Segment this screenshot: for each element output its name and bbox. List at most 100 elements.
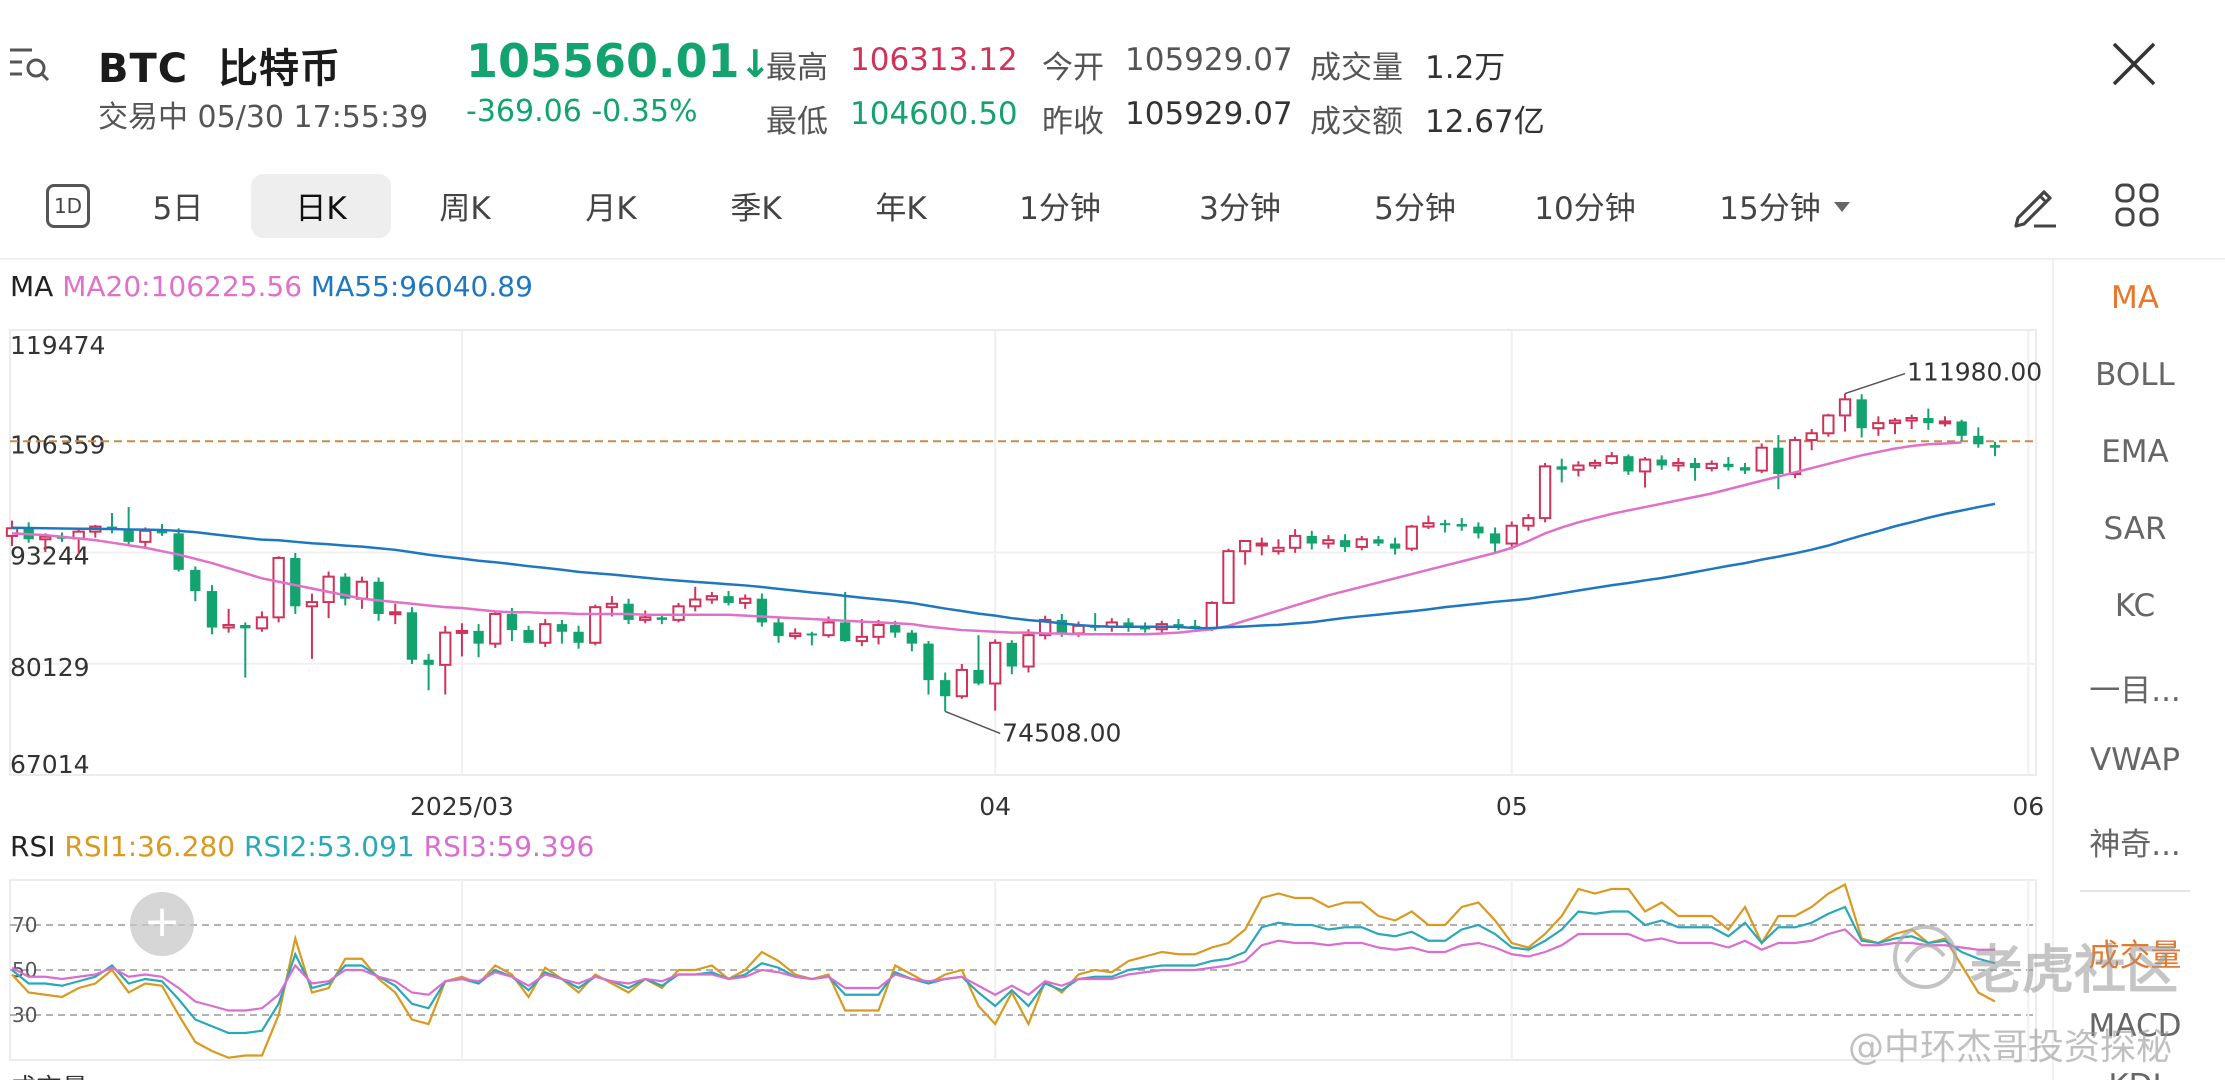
zoom-button[interactable]: + xyxy=(130,892,194,956)
candle-up xyxy=(872,623,885,638)
menu-button[interactable] xyxy=(8,44,50,84)
y-tick-label: 67014 xyxy=(10,750,90,779)
indicator-ema[interactable]: EMA xyxy=(2101,434,2169,470)
candle-up xyxy=(639,616,652,621)
candle-down xyxy=(756,598,768,623)
candle-up xyxy=(1605,455,1618,464)
header-divider xyxy=(0,258,2225,260)
tab-5day[interactable]: 5日 xyxy=(152,191,204,227)
low-annotation-leader xyxy=(944,710,1001,735)
rsi3-legend: RSI3:59.396 xyxy=(423,830,595,863)
stat-label-low: 最低 xyxy=(766,104,828,140)
candle-up xyxy=(855,635,869,643)
volume-section-label: 成交量 xyxy=(10,1068,88,1080)
candle-up xyxy=(1538,465,1552,520)
stat-value-volume: 1.2万 xyxy=(1425,50,1506,86)
candle-down xyxy=(1689,462,1701,469)
candle-up xyxy=(355,580,369,600)
candle-down xyxy=(173,533,184,570)
candlestick-chart[interactable]: 119474 106359 93244 80129 67014 2025/03 04 05 06… xyxy=(0,300,2050,820)
candle-up xyxy=(439,631,452,666)
candle-up xyxy=(1038,618,1052,637)
candle-up xyxy=(1638,458,1652,473)
candle-up xyxy=(1072,624,1085,635)
instrument-name: BTC 比特币 xyxy=(98,46,341,92)
candle-down xyxy=(1956,421,1967,436)
indicator-sar[interactable]: SAR xyxy=(2103,511,2167,547)
pencil-icon xyxy=(2014,190,2056,228)
candle-down xyxy=(906,632,918,644)
x-tick-label: 04 xyxy=(979,792,1011,820)
indicator-macd[interactable]: MACD xyxy=(2088,1008,2182,1044)
rsi-tick-label: 30 xyxy=(12,1003,37,1027)
candle-down xyxy=(840,622,851,642)
indicator-magic[interactable]: 神奇... xyxy=(2089,827,2181,863)
candle-down xyxy=(623,603,634,620)
indicator-kdj[interactable]: KDJ xyxy=(2060,1068,2210,1080)
interval-button[interactable]: 1D xyxy=(46,184,90,228)
stat-label-volume: 成交量 xyxy=(1310,50,1403,86)
tab-15min[interactable]: 15分钟 xyxy=(1719,191,1821,227)
close-button[interactable] xyxy=(2110,40,2158,88)
candle-up xyxy=(1255,542,1268,547)
indicator-boll[interactable]: BOLL xyxy=(2095,357,2175,393)
candle-down xyxy=(523,630,534,643)
candle-up xyxy=(1288,534,1302,549)
tab-monthly[interactable]: 月K xyxy=(585,191,637,227)
candle-up xyxy=(39,535,52,541)
indicator-volume[interactable]: 成交量 xyxy=(2088,938,2182,974)
stat-label-prev-close: 昨收 xyxy=(1042,104,1104,140)
rsi1-legend: RSI1:36.280 xyxy=(64,830,236,863)
indicator-kc[interactable]: KC xyxy=(2114,588,2156,624)
indicator-panel xyxy=(2052,258,2225,1080)
tab-10min[interactable]: 10分钟 xyxy=(1534,191,1636,227)
candle-up xyxy=(455,629,469,634)
rsi2-legend: RSI2:53.091 xyxy=(244,830,415,863)
tab-1min[interactable]: 1分钟 xyxy=(1019,191,1101,227)
candle-up xyxy=(489,612,502,645)
x-tick-label: 06 xyxy=(2012,792,2044,820)
candle-down xyxy=(206,591,218,628)
candle-down xyxy=(1923,417,1934,424)
price-change: -369.06 -0.35% xyxy=(466,94,698,129)
last-price: 105560.01↓ xyxy=(466,34,771,88)
ma20-line xyxy=(11,441,1962,636)
candle-up xyxy=(1572,464,1585,471)
active-tab-highlight xyxy=(251,174,391,238)
y-tick-label: 80129 xyxy=(10,653,90,682)
draw-button[interactable] xyxy=(2010,180,2060,230)
indicator-ma[interactable]: MA xyxy=(2111,280,2159,316)
tab-5min[interactable]: 5分钟 xyxy=(1374,191,1456,227)
candle-down xyxy=(1173,624,1184,627)
ma55-line xyxy=(11,502,1996,630)
candle-up xyxy=(1222,550,1235,604)
high-annotation-leader xyxy=(1844,372,1906,395)
candle-down xyxy=(1656,459,1667,466)
candle-down xyxy=(1006,642,1017,667)
ma20-legend: MA20:106225.56 xyxy=(62,270,303,303)
candle-down xyxy=(1139,627,1151,630)
candle-up xyxy=(1872,422,1885,430)
candle-down xyxy=(1739,467,1751,471)
trading-status: 交易中 05/30 17:55:39 xyxy=(98,100,429,135)
candle-up xyxy=(1672,461,1685,467)
tab-3min[interactable]: 3分钟 xyxy=(1199,191,1281,227)
candle-up xyxy=(1355,538,1368,548)
tab-weekly[interactable]: 周K xyxy=(439,191,491,227)
candle-up xyxy=(222,623,235,629)
candle-down xyxy=(1973,435,1984,445)
caret-down-icon[interactable] xyxy=(1834,202,1850,212)
candle-down xyxy=(290,557,301,607)
tab-quarterly[interactable]: 季K xyxy=(730,191,782,227)
tab-yearly[interactable]: 年K xyxy=(875,191,927,227)
layout-button[interactable] xyxy=(2114,182,2160,228)
candle-down xyxy=(1473,526,1484,534)
tab-daily[interactable]: 日K xyxy=(295,191,347,227)
rsi-tick-label: 70 xyxy=(12,913,37,937)
candle-up xyxy=(1272,546,1285,553)
indicator-ichimoku[interactable]: 一目... xyxy=(2089,673,2181,709)
candle-down xyxy=(156,530,168,534)
candle-up xyxy=(1822,414,1835,435)
indicator-vwap[interactable]: VWAP xyxy=(2089,742,2181,778)
